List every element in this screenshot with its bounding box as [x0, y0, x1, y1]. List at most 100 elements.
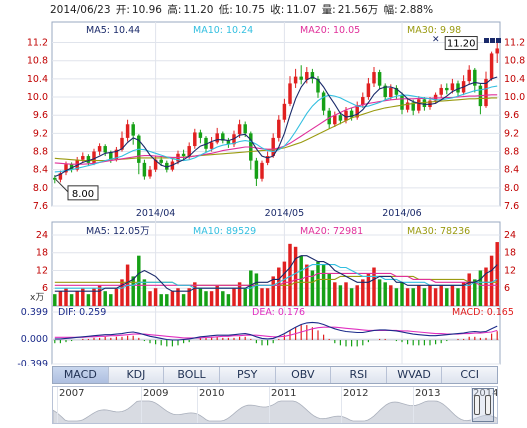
volume-bar	[137, 255, 141, 306]
candle-body	[288, 83, 292, 104]
volume-legend-3: MA30: 78236	[407, 226, 470, 237]
candle-body	[417, 99, 421, 111]
volume-bar	[86, 294, 91, 306]
timeline-year-2012: 2012	[343, 388, 369, 399]
timeline-year-2007: 2007	[59, 388, 85, 399]
zoom-in-icon[interactable]	[484, 38, 489, 43]
macd-dif-line	[54, 321, 498, 341]
price-ma5-line	[54, 76, 498, 178]
candle-body	[142, 162, 147, 177]
volume-bar	[495, 242, 499, 306]
header-high-label: 高:	[167, 4, 182, 16]
macd-y-tick-0: 0.399	[21, 307, 48, 318]
macd-y-tick-1: 0.000	[21, 334, 48, 345]
price-y-tick-right-1: 10.8	[504, 56, 525, 67]
timeline-year-tick	[341, 387, 342, 423]
tab-rsi[interactable]: RSI	[331, 367, 387, 383]
candle-body	[120, 137, 124, 150]
volume-ma5-line	[54, 255, 498, 292]
candle-body	[153, 159, 158, 170]
volume-bar	[237, 282, 242, 306]
timeline-sparkline	[53, 400, 497, 423]
volume-bar	[473, 279, 477, 306]
zoom-out-icon[interactable]	[490, 38, 495, 43]
tab-cci[interactable]: CCI	[460, 368, 479, 381]
volume-bar	[221, 291, 225, 306]
candle-body	[181, 153, 186, 157]
candle-body	[204, 137, 208, 149]
volume-bar	[243, 288, 247, 306]
tab-psy[interactable]: PSY	[220, 367, 276, 383]
header-low: 10.75	[234, 4, 265, 16]
candle-body	[456, 83, 460, 93]
indicator-tabs: MACD KDJ BOLL PSY OBV RSI WVAD CCI	[52, 366, 498, 384]
price-panel-frame	[51, 21, 501, 207]
candle-body	[450, 83, 455, 91]
timeline-year-2009: 2009	[143, 388, 169, 399]
timeline-year-2013: 2013	[415, 388, 441, 399]
volume-bar	[305, 264, 309, 306]
volume-bar	[439, 285, 443, 306]
candle-body	[86, 156, 91, 163]
range-grip-left[interactable]	[474, 395, 480, 415]
volume-bar	[209, 291, 214, 306]
timeline-range-handle[interactable]	[472, 388, 494, 422]
star-icon: ✕	[432, 35, 440, 45]
low-callout-label: 8.00	[72, 189, 94, 200]
candle-body	[114, 149, 119, 160]
volume-legend-2: MA20: 72981	[300, 226, 363, 237]
candle-body	[64, 164, 68, 173]
volume-bar	[316, 261, 320, 306]
candle-body	[400, 94, 404, 110]
candle-body	[439, 87, 443, 95]
candle-body	[215, 133, 219, 143]
price-x-label-1: 2014/05	[265, 208, 304, 219]
volume-bar	[69, 294, 74, 306]
volume-bar	[131, 276, 135, 306]
timeline-year-tick	[413, 387, 414, 423]
candle-body	[389, 87, 393, 98]
volume-bar	[226, 294, 231, 306]
candle-body	[422, 99, 427, 108]
timeline-year-tick	[197, 387, 198, 423]
volume-bar	[433, 288, 438, 306]
candle-body	[277, 119, 281, 138]
volume-bar	[338, 285, 343, 306]
candle-body	[69, 164, 74, 170]
volume-bar	[389, 285, 393, 306]
tab-wvad[interactable]: WVAD	[387, 367, 443, 383]
timeline-history-area	[53, 400, 497, 423]
candle-body	[53, 177, 57, 180]
tab-obv[interactable]: OBV	[276, 367, 332, 383]
low-callout-box	[67, 185, 99, 201]
stock-chart[interactable]: 11.2 11.2 10.8 10.8 10.4 10.4 10.0 10.0 9.6 9.6 9.…	[0, 0, 527, 366]
tab-boll[interactable]: BOLL	[164, 367, 220, 383]
candle-body	[366, 83, 371, 98]
price-y-tick-left-1: 10.8	[27, 56, 48, 67]
fullscreen-icon[interactable]	[496, 38, 501, 43]
volume-bar	[445, 288, 449, 306]
candle-body	[109, 152, 113, 160]
candle-body	[344, 110, 348, 121]
high-callout-box	[444, 36, 478, 51]
high-callout-label: 11.20	[447, 39, 476, 50]
stats-header: 2014/06/23 开: 10.96 高: 11.20 低: 10.75 收: 11.…	[50, 2, 435, 16]
macd-legend-1: DEA: 0.176	[252, 307, 305, 318]
volume-y-tick-right-3: 6	[504, 283, 510, 294]
candle-body	[226, 140, 231, 145]
price-y-tick-left-4: 9.6	[33, 110, 48, 121]
candle-body	[299, 76, 303, 80]
candle-body	[377, 72, 382, 86]
macd-legend-0: DIF: 0.259	[58, 307, 106, 318]
price-y-tick-right-0: 11.2	[504, 38, 525, 49]
candle-body	[310, 72, 315, 79]
volume-bar	[344, 282, 348, 306]
tab-macd[interactable]: MACD	[53, 367, 109, 383]
volume-y-tick-right-1: 18	[504, 248, 516, 259]
timeline-navigator[interactable]: 2007 2009 2010 2011 2012 2013 2014	[52, 386, 498, 424]
range-grip-right[interactable]	[485, 395, 491, 415]
timeline-year-tick	[269, 387, 270, 423]
volume-bar	[310, 270, 315, 306]
candle-body	[198, 132, 203, 138]
tab-kdj[interactable]: KDJ	[109, 367, 165, 383]
